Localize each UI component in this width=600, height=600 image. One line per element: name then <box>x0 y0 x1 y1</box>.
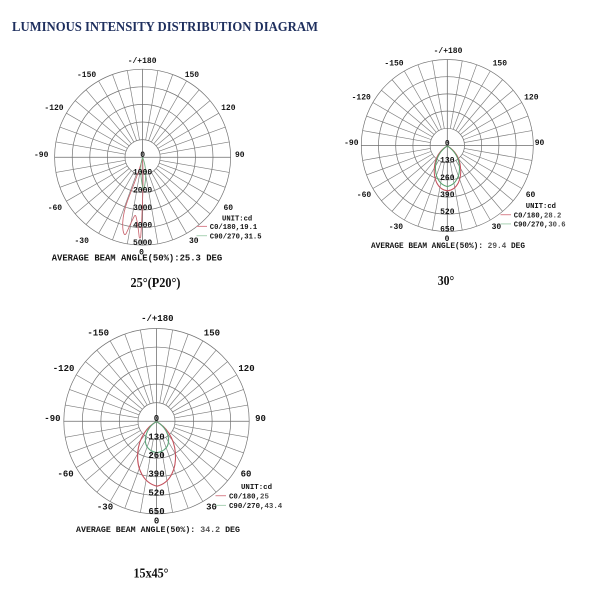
svg-text:390: 390 <box>440 191 455 200</box>
svg-text:150: 150 <box>493 60 508 69</box>
svg-text:3000: 3000 <box>133 204 152 213</box>
svg-text:15x45°: 15x45° <box>134 566 169 581</box>
svg-text:120: 120 <box>524 93 539 102</box>
svg-text:0: 0 <box>445 235 450 244</box>
svg-text:-90: -90 <box>34 151 49 160</box>
svg-text:30: 30 <box>189 237 199 246</box>
svg-text:-/+180: -/+180 <box>434 47 463 56</box>
svg-text:60: 60 <box>241 469 252 479</box>
svg-text:1000: 1000 <box>133 169 152 178</box>
svg-text:260: 260 <box>440 174 455 183</box>
svg-text:-90: -90 <box>344 139 359 148</box>
svg-text:0: 0 <box>445 139 450 148</box>
svg-text:-60: -60 <box>48 204 63 213</box>
svg-text:C90/270,30.6: C90/270,30.6 <box>514 222 566 230</box>
svg-text:AVERAGE BEAM ANGLE(50%): 34.2: AVERAGE BEAM ANGLE(50%): 34.2 DEG <box>76 525 240 535</box>
svg-text:-120: -120 <box>352 93 371 102</box>
svg-text:120: 120 <box>221 104 236 113</box>
svg-text:90: 90 <box>235 151 245 160</box>
svg-text:-120: -120 <box>44 104 63 113</box>
svg-text:UNIT:cd: UNIT:cd <box>222 215 252 223</box>
svg-text:0: 0 <box>140 151 145 160</box>
svg-text:-90: -90 <box>44 414 60 424</box>
svg-text:60: 60 <box>526 191 536 200</box>
svg-text:-120: -120 <box>53 364 75 374</box>
svg-text:LUMINOUS INTENSITY DISTRIBUTIO: LUMINOUS INTENSITY DISTRIBUTION DIAGRAM <box>12 20 318 35</box>
svg-text:-30: -30 <box>74 237 89 246</box>
svg-text:520: 520 <box>148 488 164 498</box>
svg-text:0: 0 <box>139 248 144 257</box>
svg-text:390: 390 <box>148 470 164 480</box>
svg-text:5000: 5000 <box>133 239 152 248</box>
svg-text:-150: -150 <box>77 71 96 80</box>
svg-text:150: 150 <box>204 328 220 338</box>
svg-text:130: 130 <box>148 433 164 443</box>
svg-text:UNIT:cd: UNIT:cd <box>526 203 556 211</box>
svg-text:2000: 2000 <box>133 186 152 195</box>
svg-text:90: 90 <box>255 414 266 424</box>
svg-text:30°: 30° <box>438 274 455 289</box>
svg-text:C0/180,28.2: C0/180,28.2 <box>514 212 561 220</box>
svg-text:-60: -60 <box>57 469 73 479</box>
svg-text:C90/270,31.5: C90/270,31.5 <box>210 233 262 241</box>
svg-text:520: 520 <box>440 208 455 217</box>
svg-text:30: 30 <box>206 503 217 513</box>
svg-text:650: 650 <box>148 507 164 517</box>
svg-text:0: 0 <box>154 414 159 424</box>
svg-text:AVERAGE BEAM ANGLE(50%):25.3 D: AVERAGE BEAM ANGLE(50%):25.3 DEG <box>52 253 223 263</box>
svg-text:C0/180,25: C0/180,25 <box>229 493 269 501</box>
svg-text:-/+180: -/+180 <box>141 314 173 324</box>
svg-text:-/+180: -/+180 <box>128 57 157 66</box>
svg-text:-30: -30 <box>389 223 404 232</box>
svg-text:60: 60 <box>223 204 233 213</box>
svg-text:25°(P20°): 25°(P20°) <box>131 276 181 291</box>
svg-text:150: 150 <box>185 71 200 80</box>
svg-text:-150: -150 <box>87 328 109 338</box>
svg-text:-150: -150 <box>384 60 403 69</box>
svg-text:260: 260 <box>148 451 164 461</box>
svg-text:C0/180,19.1: C0/180,19.1 <box>210 224 258 232</box>
svg-text:-60: -60 <box>357 191 372 200</box>
svg-text:90: 90 <box>535 139 545 148</box>
svg-text:AVERAGE BEAM ANGLE(50%): 29.4: AVERAGE BEAM ANGLE(50%): 29.4 DEG <box>371 242 525 251</box>
svg-text:4000: 4000 <box>133 222 152 231</box>
svg-text:120: 120 <box>238 364 254 374</box>
svg-text:30: 30 <box>492 223 502 232</box>
svg-text:130: 130 <box>440 157 455 166</box>
svg-text:UNIT:cd: UNIT:cd <box>241 484 272 492</box>
svg-text:C90/270,43.4: C90/270,43.4 <box>229 503 283 511</box>
svg-text:650: 650 <box>440 225 455 234</box>
svg-text:0: 0 <box>154 517 159 527</box>
svg-text:-30: -30 <box>97 503 113 513</box>
